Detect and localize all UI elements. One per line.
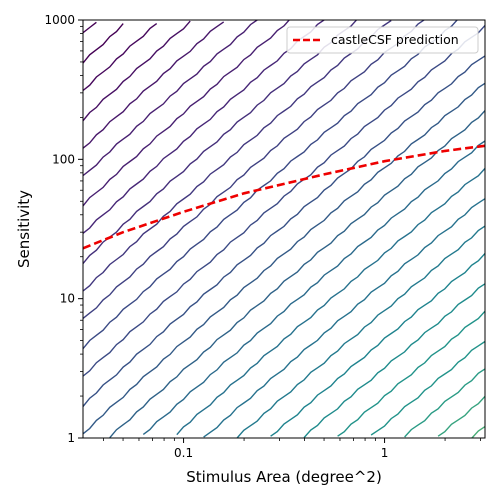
plot-frame <box>82 19 486 439</box>
prediction-series <box>82 144 486 250</box>
contour-line <box>83 82 485 435</box>
legend-label: castleCSF prediction <box>331 32 459 47</box>
contour-line <box>83 20 291 207</box>
legend: castleCSF prediction <box>286 26 479 54</box>
contour-line <box>83 20 358 265</box>
contour-line <box>236 225 485 438</box>
contour-lines <box>83 20 485 438</box>
contour-line <box>83 20 191 122</box>
contour-line <box>83 20 459 350</box>
contour-line <box>83 20 325 234</box>
legend-box <box>286 26 479 54</box>
contour-line <box>83 20 426 319</box>
contour-line <box>83 21 97 34</box>
contour-line <box>270 253 485 437</box>
contour-line <box>437 395 485 437</box>
contour-line <box>83 55 485 407</box>
contour-line <box>370 340 485 436</box>
contour-line <box>471 426 485 438</box>
x-axis-label: Stimulus Area (degree^2) <box>186 468 382 486</box>
axis-ticks: 0.1 1 1 10 100 1000 <box>44 13 481 460</box>
contour-line <box>83 25 485 377</box>
contour-line <box>83 23 124 64</box>
contour-line <box>303 283 485 438</box>
contour-line <box>83 23 158 92</box>
contour-line <box>404 368 485 438</box>
x-tick-label: 1 <box>381 446 389 460</box>
y-tick-label: 1000 <box>44 13 75 27</box>
x-tick-label: 0.1 <box>174 446 193 460</box>
y-tick-label: 1 <box>67 431 75 445</box>
contour-line <box>203 198 485 438</box>
contour-line <box>176 167 485 436</box>
contour-line <box>83 21 225 149</box>
contour-line <box>83 20 392 292</box>
y-axis-label: Sensitivity <box>15 190 33 268</box>
contour-line <box>142 140 485 435</box>
contour-line <box>337 310 485 437</box>
prediction-line <box>82 144 486 250</box>
contour-line <box>109 110 485 438</box>
contour-line <box>83 20 258 177</box>
y-tick-label: 100 <box>52 152 75 166</box>
y-tick-label: 10 <box>60 292 75 306</box>
